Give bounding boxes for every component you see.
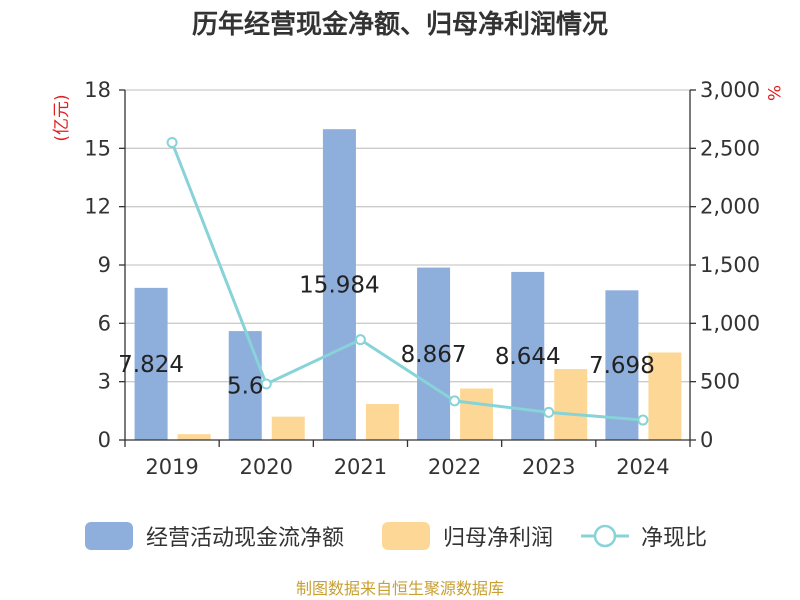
left-axis-tick-label: 6 xyxy=(98,311,111,335)
right-axis-tick-label: 500 xyxy=(700,370,740,394)
x-axis-tick-label: 2024 xyxy=(616,455,669,479)
line-ratio-point xyxy=(449,395,461,407)
source-note: 制图数据来自恒生聚源数据库 xyxy=(296,579,504,598)
legend-marker-ratio xyxy=(593,524,617,548)
line-ratio-path xyxy=(170,141,644,422)
line-ratio-point xyxy=(260,378,272,390)
data-label: 8.867 xyxy=(401,342,467,368)
line-ratio-point xyxy=(354,334,366,346)
data-label: 15.984 xyxy=(299,273,379,299)
x-axis-tick-label: 2019 xyxy=(145,455,198,479)
bar-cashflow xyxy=(228,331,262,440)
legend-label-ratio: 净现比 xyxy=(641,526,707,551)
right-axis-tick-label: 2,500 xyxy=(700,136,760,160)
bar-cashflow xyxy=(417,267,451,440)
right-axis-tick-label: 2,000 xyxy=(700,195,760,219)
legend-label-netprofit: 归母净利润 xyxy=(443,526,553,551)
data-label: 5.6 xyxy=(227,374,264,400)
x-axis-tick-label: 2023 xyxy=(522,455,575,479)
x-axis-tick-label: 2020 xyxy=(240,455,293,479)
legend-swatch-netprofit xyxy=(382,522,430,550)
line-ratio-point xyxy=(166,137,178,148)
legend-label-cashflow: 经营活动现金流净额 xyxy=(146,526,344,551)
x-axis-tick-label: 2021 xyxy=(334,455,387,479)
line-ratio-point xyxy=(543,406,555,418)
right-axis-tick-label: 1,500 xyxy=(700,253,760,277)
axes: 0 3 6 9 12 15 18 0 500 1,000 1,500 2,000 2,500 3,000 2… xyxy=(84,78,760,479)
bar-netprofit xyxy=(271,416,305,440)
right-axis-unit: % xyxy=(763,85,783,101)
bar-netprofit xyxy=(177,434,211,440)
data-label: 7.698 xyxy=(589,353,655,379)
legend-swatch-cashflow xyxy=(85,522,133,550)
left-axis-unit: (亿元) xyxy=(52,94,72,141)
data-label: 7.824 xyxy=(118,352,184,378)
line-series xyxy=(166,137,649,426)
chart-title: 历年经营现金净额、归母净利润情况 xyxy=(192,9,608,40)
bar-netprofit xyxy=(460,388,494,440)
right-axis-tick-label: 0 xyxy=(700,428,713,452)
bar-cashflow xyxy=(134,287,168,440)
left-axis-tick-label: 12 xyxy=(84,195,111,219)
data-labels: 7.824 5.6 15.984 8.867 8.644 7.698 xyxy=(118,273,655,400)
right-axis-tick-label: 3,000 xyxy=(700,78,760,102)
left-axis-tick-label: 18 xyxy=(84,78,111,102)
bar-cashflow xyxy=(322,129,356,440)
bars xyxy=(134,129,682,440)
data-label: 8.644 xyxy=(495,344,561,370)
left-axis-tick-label: 9 xyxy=(98,253,111,277)
left-axis-tick-label: 3 xyxy=(98,370,111,394)
legend: 经营活动现金流净额 归母净利润 净现比 xyxy=(85,522,707,551)
bar-netprofit xyxy=(648,352,682,440)
line-ratio-point xyxy=(637,414,649,426)
bar-netprofit xyxy=(554,369,588,440)
x-axis-tick-label: 2022 xyxy=(428,455,481,479)
right-axis-tick-label: 1,000 xyxy=(700,311,760,335)
left-axis-tick-label: 0 xyxy=(98,428,111,452)
bar-cashflow xyxy=(605,290,639,440)
bar-netprofit xyxy=(365,404,399,440)
left-axis-tick-label: 15 xyxy=(84,136,111,160)
